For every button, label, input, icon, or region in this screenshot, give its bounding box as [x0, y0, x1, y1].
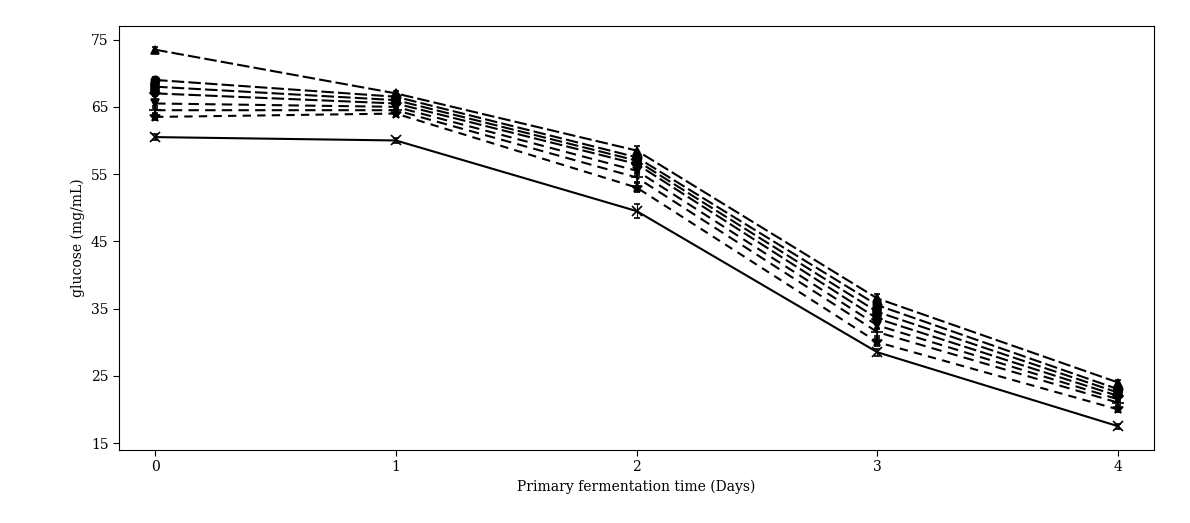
Y-axis label: glucose (mg/mL): glucose (mg/mL) [71, 179, 86, 297]
X-axis label: Primary fermentation time (Days): Primary fermentation time (Days) [518, 480, 756, 494]
